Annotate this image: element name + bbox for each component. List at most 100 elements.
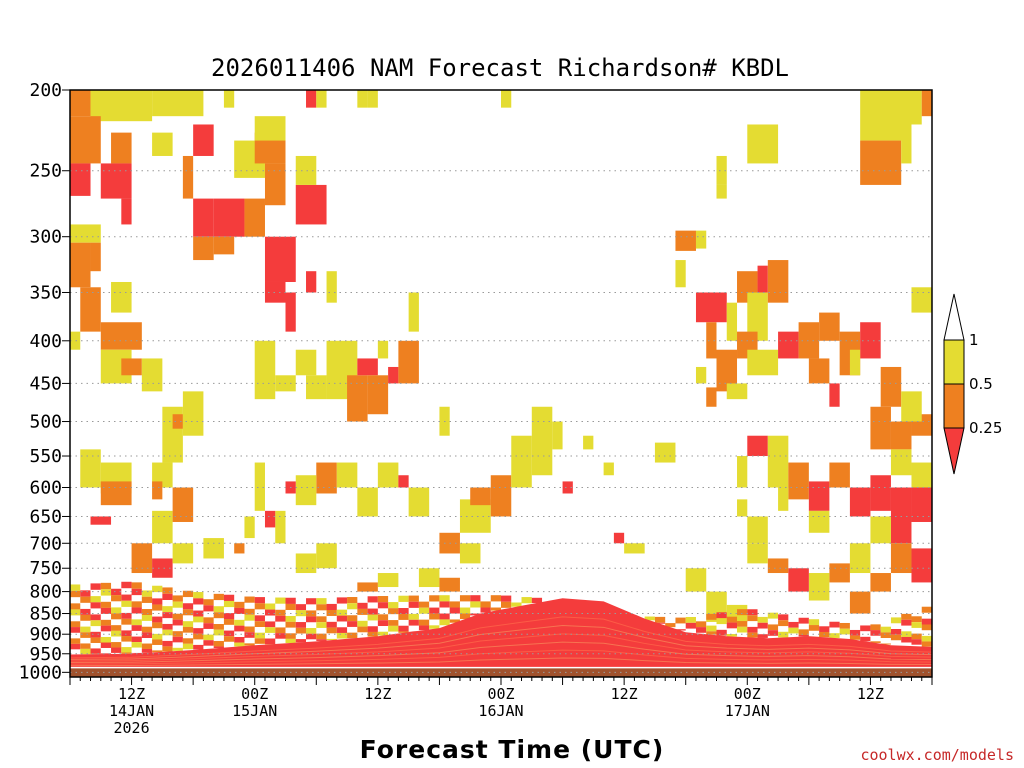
ri-transition-cell (152, 650, 163, 653)
ri-transition-cell (911, 633, 922, 640)
ri-transition-cell (747, 609, 758, 616)
ri-transition-cell (347, 621, 358, 627)
ri-transition-cell (111, 613, 122, 620)
ri-transition-cell (254, 621, 265, 627)
ri-cell (264, 236, 296, 282)
ri-transition-cell (336, 627, 348, 633)
ri-transition-cell (80, 590, 91, 597)
ri-transition-cell (285, 621, 296, 628)
ri-transition-cell (306, 633, 317, 640)
ri-transition-cell (408, 619, 419, 626)
ri-transition-cell (326, 627, 337, 634)
ri-cell (911, 462, 932, 488)
ri-transition-cell (798, 635, 809, 637)
ri-transition-cell (182, 609, 194, 616)
ri-transition-cell (757, 634, 768, 638)
ri-cell (357, 487, 378, 517)
ri-transition-cell (439, 619, 450, 626)
ri-transition-cell (839, 622, 850, 629)
ri-cell (798, 322, 820, 359)
ri-transition-cell (921, 635, 932, 642)
ri-transition-cell (849, 635, 861, 640)
ri-cell (870, 475, 891, 511)
y-tick-label: 600 (29, 477, 62, 498)
ri-transition-cell (757, 616, 768, 623)
ri-cell (808, 358, 830, 384)
ri-transition-cell (80, 643, 91, 649)
ri-cell (911, 548, 932, 583)
ri-cell (921, 90, 932, 117)
ri-transition-cell (152, 604, 163, 611)
ri-transition-cell (921, 606, 932, 613)
ri-transition-cell (100, 642, 112, 648)
ri-transition-cell (234, 601, 245, 608)
ri-transition-cell (131, 619, 142, 626)
ri-transition-cell (788, 627, 799, 634)
ri-cell (767, 435, 789, 488)
ri-transition-cell (90, 648, 101, 654)
ri-transition-cell (336, 632, 348, 639)
bl-streak (70, 657, 932, 667)
ri-transition-cell (716, 612, 727, 619)
ri-cell (829, 563, 850, 583)
ri-transition-cell (418, 607, 430, 614)
ri-transition-cell (295, 639, 307, 643)
credit-link[interactable]: coolwx.com/models (860, 746, 1014, 764)
ri-cell (747, 516, 768, 544)
ri-cell (778, 331, 799, 359)
ri-transition-cell (870, 624, 881, 631)
ri-transition-cell (90, 583, 101, 590)
ri-transition-cell (480, 607, 491, 613)
x-tick-label: 16JAN (478, 702, 523, 720)
ri-cell (747, 543, 768, 564)
ri-transition-cell (306, 610, 317, 617)
ri-transition-cell (244, 626, 255, 633)
ri-transition-cell (737, 621, 748, 627)
ri-cell (562, 481, 573, 494)
ri-transition-cell (285, 638, 296, 644)
ri-cell (80, 287, 101, 332)
ri-transition-cell (870, 630, 881, 636)
ri-transition-cell (665, 623, 676, 628)
ri-transition-cell (203, 617, 214, 624)
ri-transition-cell (295, 622, 307, 628)
ri-cell (295, 475, 317, 506)
ri-cell (767, 558, 789, 574)
ri-transition-cell (264, 627, 276, 633)
ri-transition-cell (654, 616, 666, 623)
ri-transition-cell (306, 628, 317, 634)
ri-transition-cell (203, 640, 214, 646)
ri-cell (695, 366, 707, 384)
ri-transition-cell (439, 601, 450, 608)
ri-cell (295, 553, 317, 574)
ri-transition-cell (111, 642, 122, 648)
ri-cell (316, 543, 337, 569)
ri-transition-cell (890, 629, 902, 635)
ri-cell (111, 281, 132, 313)
ri-transition-cell (100, 625, 112, 632)
ri-cell (357, 582, 378, 592)
ri-cell (111, 132, 132, 164)
ri-transition-cell (377, 614, 389, 621)
ri-transition-cell (849, 629, 861, 636)
ri-transition-cell (162, 587, 173, 594)
ri-cell (726, 383, 748, 400)
ri-cell (870, 516, 891, 544)
ri-transition-cell (778, 631, 789, 638)
colorbar-legend: 1 0.5 0.25 (943, 293, 1002, 475)
ri-transition-cell (911, 639, 922, 645)
ri-cell (490, 475, 512, 517)
ri-transition-cell (829, 633, 840, 638)
ri-transition-cell (819, 626, 830, 632)
ri-cell (747, 435, 768, 457)
ri-transition-cell (880, 632, 891, 639)
ri-cell (880, 366, 902, 407)
ri-transition-cell (860, 625, 871, 632)
ri-transition-cell (295, 627, 307, 634)
ri-cell (152, 90, 204, 117)
ri-transition-cell (213, 640, 224, 647)
ri-transition-cell (921, 618, 932, 625)
x-tick-label: 12Z (364, 685, 391, 703)
ri-cell (685, 568, 707, 592)
ri-transition-cell (357, 602, 368, 609)
